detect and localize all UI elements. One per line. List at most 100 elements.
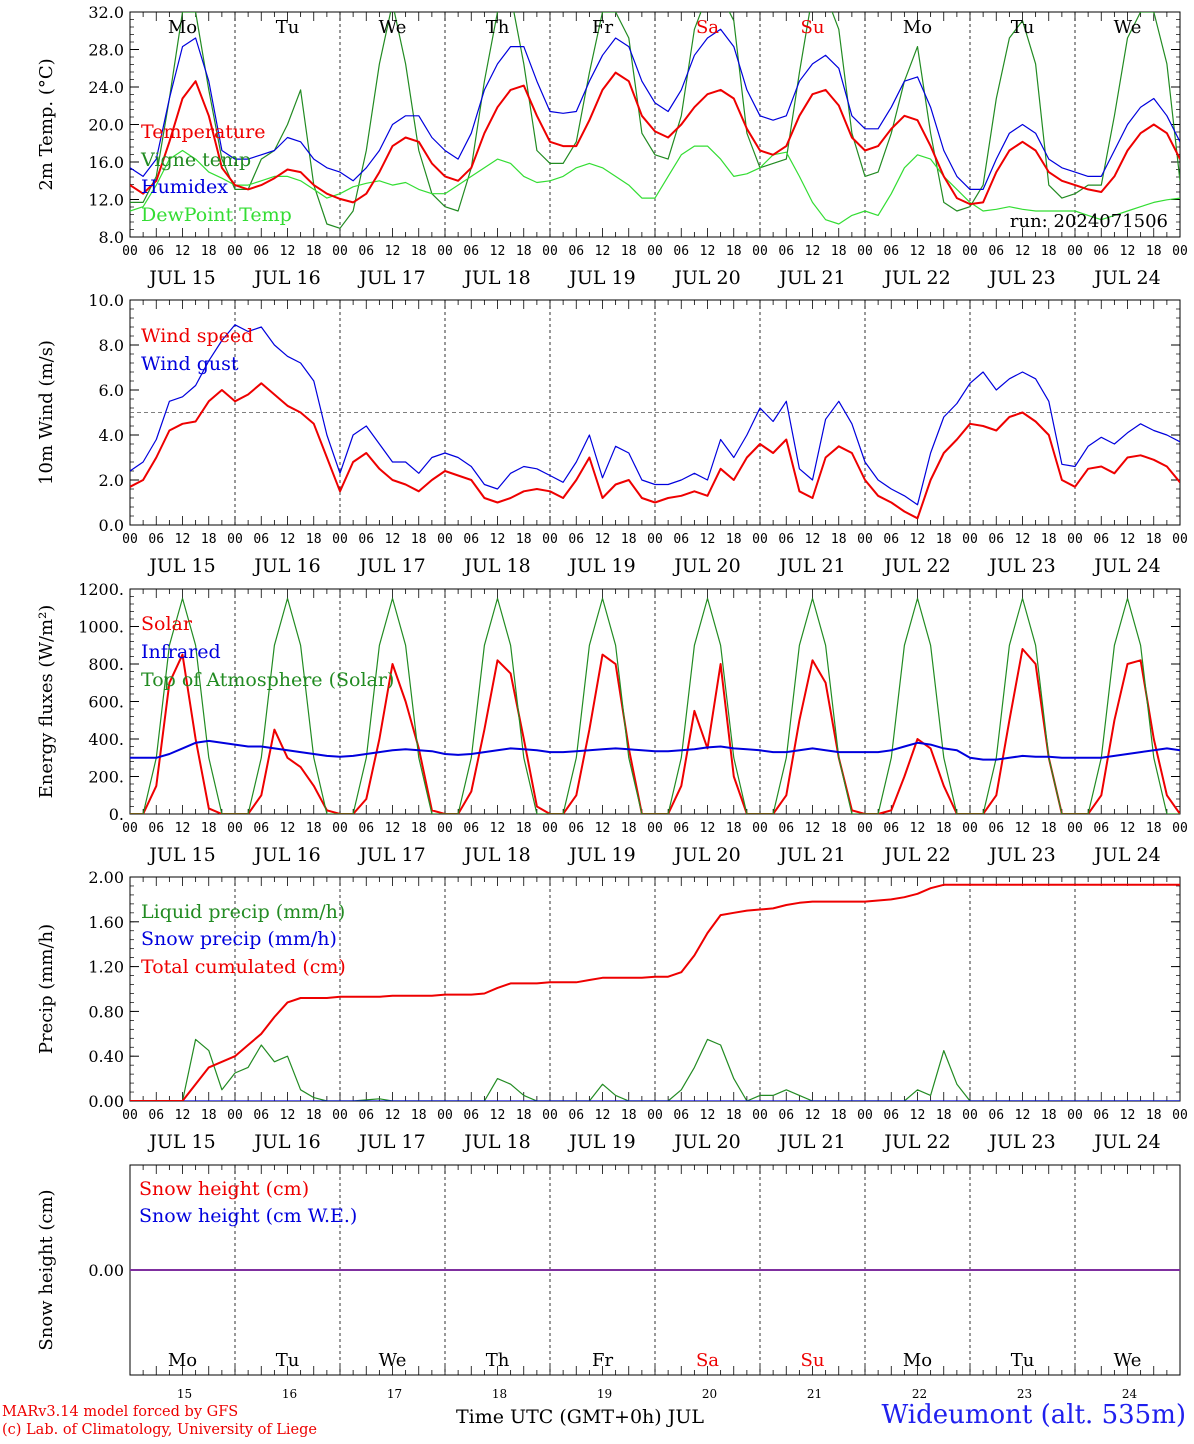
hour-tick-label: 12: [490, 532, 506, 547]
panel-1: 8.0 12.0 16.0 20.0 24.0 28.0 32.0 2m Temp. (°C)…: [36, 3, 1188, 289]
date-label: JUL 23: [987, 1131, 1055, 1153]
hour-tick-label: 00: [857, 532, 873, 547]
hour-tick-label: 12: [595, 821, 611, 836]
hour-tick-label: 18: [831, 532, 847, 547]
weekday-label: Tu: [1011, 1350, 1035, 1371]
hour-tick-label: 00: [1067, 1108, 1083, 1123]
legend-entry: Wind speed: [141, 325, 253, 347]
hour-tick-label: 18: [306, 821, 322, 836]
y-tick-label: 16.0: [88, 153, 124, 172]
date-label: JUL 20: [672, 555, 740, 577]
y-tick-label: 800.: [88, 655, 124, 674]
hour-tick-label: 06: [358, 1108, 374, 1123]
date-label: JUL 18: [462, 1131, 530, 1153]
date-label: JUL 18: [462, 555, 530, 577]
hour-tick-label: 00: [752, 821, 768, 836]
y-tick-label: 32.0: [88, 3, 124, 22]
hour-tick-label: 06: [148, 1108, 164, 1123]
hour-tick-label: 00: [1172, 532, 1188, 547]
date-label: JUL 20: [672, 844, 740, 866]
hour-tick-label: 00: [752, 532, 768, 547]
hour-tick-label: 18: [936, 532, 952, 547]
hour-tick-label: 06: [988, 821, 1004, 836]
hour-tick-label: 06: [463, 532, 479, 547]
date-label: JUL 16: [252, 1131, 320, 1153]
hour-tick-label: 12: [175, 821, 191, 836]
hour-tick-label: 12: [595, 244, 611, 259]
hour-tick-label: 06: [988, 532, 1004, 547]
hour-tick-label: 12: [490, 1108, 506, 1123]
hour-tick-label: 06: [988, 244, 1004, 259]
hour-tick-label: 18: [621, 532, 637, 547]
date-label: JUL 23: [987, 555, 1055, 577]
hour-tick-label: 18: [516, 1108, 532, 1123]
hour-tick-label: 18: [201, 821, 217, 836]
hour-tick-label: 18: [1146, 532, 1162, 547]
hour-tick-label: 18: [726, 821, 742, 836]
hour-tick-label: 12: [805, 244, 821, 259]
time-axis-title: Time UTC (GMT+0h) JUL: [456, 1406, 704, 1428]
hour-tick-label: 12: [490, 244, 506, 259]
hour-tick-label: 18: [726, 244, 742, 259]
hour-tick-label: 12: [385, 1108, 401, 1123]
hour-tick-label: 12: [490, 821, 506, 836]
legend-entry: Humidex: [141, 176, 228, 198]
hour-tick-label: 12: [1120, 244, 1136, 259]
hour-tick-label: 00: [962, 244, 978, 259]
weekday-label: Su: [801, 1350, 825, 1371]
plot-frame: [129, 588, 1181, 815]
hour-tick-label: 12: [910, 1108, 926, 1123]
hour-tick-label: 18: [516, 821, 532, 836]
weekday-label: Th: [486, 17, 510, 38]
y-axis-label: 2m Temp. (°C): [36, 58, 57, 190]
y-tick-label: 200.: [88, 768, 124, 787]
hour-tick-label: 00: [227, 244, 243, 259]
hour-tick-label: 18: [306, 532, 322, 547]
legend-entry: Infrared: [141, 641, 221, 663]
y-tick-label: 8.0: [99, 336, 124, 355]
series-line-humidex: [130, 28, 1180, 190]
hour-tick-label: 12: [280, 1108, 296, 1123]
date-label: JUL 16: [252, 555, 320, 577]
hour-tick-label: 18: [411, 244, 427, 259]
y-tick-label: 0.0: [99, 516, 124, 535]
hour-tick-label: 12: [280, 532, 296, 547]
hour-tick-label: 06: [988, 1108, 1004, 1123]
hour-tick-label: 12: [1120, 1108, 1136, 1123]
legend-entry: Temperature: [141, 121, 265, 143]
date-label: JUL 24: [1092, 844, 1160, 866]
hour-tick-label: 06: [148, 244, 164, 259]
hour-tick-label: 18: [936, 244, 952, 259]
hour-tick-label: 12: [1120, 532, 1136, 547]
hour-tick-label: 06: [253, 1108, 269, 1123]
y-axis-label: Snow height (cm): [36, 1189, 57, 1350]
hour-tick-label: 00: [542, 821, 558, 836]
weekday-label: Sa: [696, 1350, 719, 1371]
y-tick-label: 400.: [88, 730, 124, 749]
hour-tick-label: 06: [778, 821, 794, 836]
hour-tick-label: 18: [1041, 821, 1057, 836]
hour-tick-label: 00: [1067, 244, 1083, 259]
hour-tick-label: 00: [542, 1108, 558, 1123]
hour-tick-label: 18: [621, 1108, 637, 1123]
y-tick-label: 1.60: [88, 913, 124, 932]
hour-tick-label: 12: [385, 244, 401, 259]
hour-tick-label: 12: [1015, 821, 1031, 836]
day-number-label: 23: [1017, 1387, 1032, 1401]
y-tick-label: 0.00: [88, 1092, 124, 1111]
hour-tick-label: 18: [411, 532, 427, 547]
series-line-top-of-atmosphere-solar-: [130, 597, 1180, 814]
hour-tick-label: 00: [122, 1108, 138, 1123]
hour-tick-label: 06: [778, 244, 794, 259]
series-line-liquid-precip-mm-h-: [130, 1038, 1180, 1101]
hour-tick-label: 06: [358, 244, 374, 259]
hour-tick-label: 18: [726, 532, 742, 547]
hour-tick-label: 18: [201, 532, 217, 547]
hour-tick-label: 00: [962, 1108, 978, 1123]
hour-tick-label: 12: [595, 1108, 611, 1123]
hour-tick-label: 18: [306, 1108, 322, 1123]
hour-tick-label: 06: [1093, 244, 1109, 259]
series-line-solar: [130, 648, 1180, 814]
y-tick-label: 1000.: [78, 618, 124, 637]
